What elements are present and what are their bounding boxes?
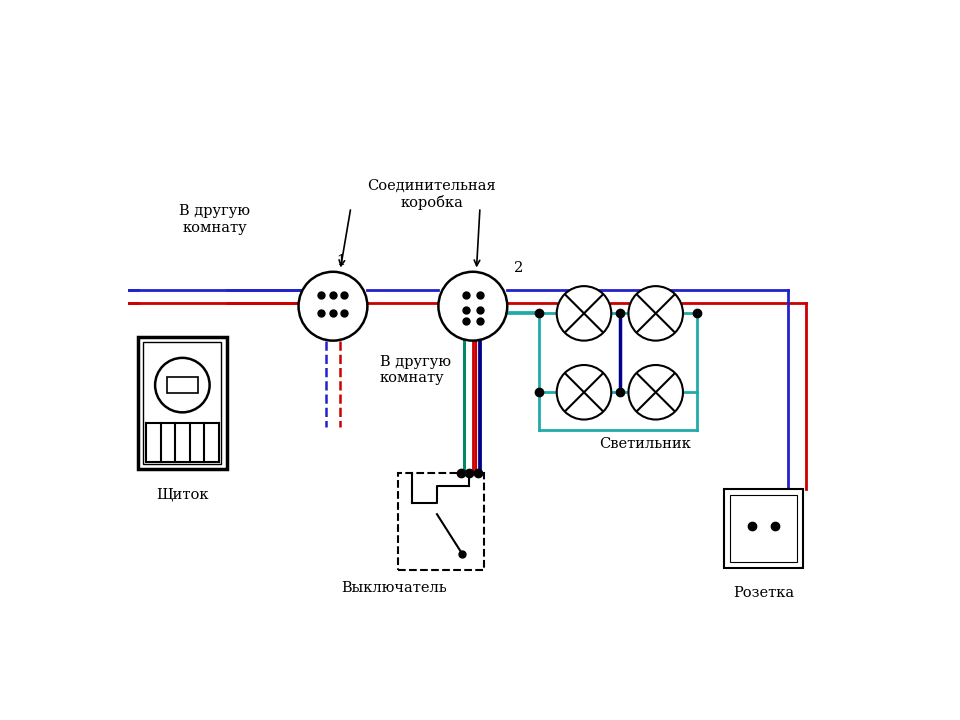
Circle shape xyxy=(557,365,612,420)
Text: Выключатель: Выключатель xyxy=(341,580,446,595)
Text: Светильник: Светильник xyxy=(599,438,691,451)
Text: В другую
комнату: В другую комнату xyxy=(180,204,251,235)
Bar xyxy=(724,489,803,568)
Bar xyxy=(730,495,797,562)
Text: Щиток: Щиток xyxy=(156,487,208,501)
Bar xyxy=(167,377,198,393)
Text: Розетка: Розетка xyxy=(732,586,794,600)
Circle shape xyxy=(439,271,507,341)
Bar xyxy=(143,343,222,464)
Text: Соединительная
коробка: Соединительная коробка xyxy=(368,179,496,210)
Text: В другую
комнату: В другую комнату xyxy=(379,355,450,385)
Text: 2: 2 xyxy=(515,261,523,275)
Circle shape xyxy=(629,365,683,420)
Bar xyxy=(397,473,484,570)
Circle shape xyxy=(299,271,368,341)
Circle shape xyxy=(156,358,209,413)
Circle shape xyxy=(629,286,683,341)
Text: 1: 1 xyxy=(337,254,346,268)
Circle shape xyxy=(557,286,612,341)
Bar xyxy=(137,337,228,469)
